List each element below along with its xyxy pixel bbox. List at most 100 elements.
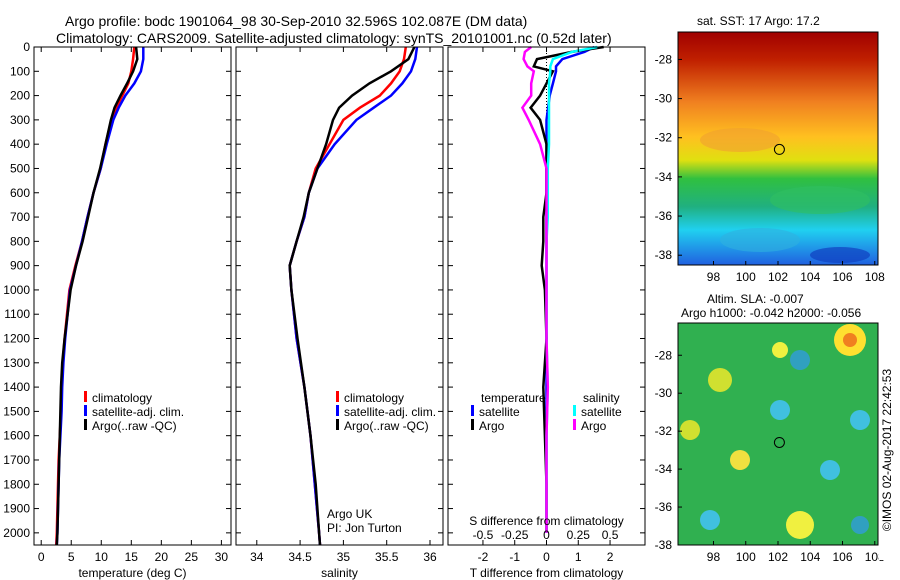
legend-swatch-t-argo: [471, 419, 474, 430]
sla-map: [678, 323, 878, 545]
y-tick-label: 1200: [3, 332, 30, 346]
y-tick-label: 100: [10, 64, 30, 78]
map-y-tick-label: -36: [655, 500, 673, 514]
legend-climatology: climatology: [92, 391, 153, 405]
sst-map-title: sat. SST: 17 Argo: 17.2: [697, 14, 820, 28]
x2-tick-label: -0.5: [473, 528, 494, 542]
profile-location-marker: [773, 143, 785, 155]
x-tick-label: 15: [125, 550, 139, 564]
map-x-tick-label: 102: [768, 270, 788, 284]
panel-temp: [33, 46, 232, 546]
map-y-tick-label: -34: [655, 462, 673, 476]
map-y-tick-label: -28: [655, 52, 673, 66]
diff-legend-salinity: salinity satellite Argo: [573, 391, 622, 433]
x2-axis-label: S difference from climatology: [469, 514, 624, 528]
credit-line-1: Argo UK: [327, 507, 373, 521]
map-x-tick-label: 106: [833, 550, 853, 564]
y-tick-label: 1600: [3, 429, 30, 443]
y-tick-label: 600: [10, 186, 30, 200]
series-temperature-satellite: [545, 45, 595, 533]
x-tick-label: 35: [337, 550, 351, 564]
x2-tick-label: 0.5: [602, 528, 619, 542]
map-x-tick-label: 98: [707, 550, 721, 564]
y-tick-label: 200: [10, 89, 30, 103]
map-x-tick-label: 102: [768, 550, 788, 564]
x-tick-label: -2: [478, 550, 489, 564]
x2-tick-label: 0: [543, 528, 550, 542]
series-satellite-adj-clim-: [288, 46, 419, 546]
map-x-tick-label: 100: [736, 550, 756, 564]
legend-temperature-heading: temperature: [481, 391, 546, 405]
y-tick-label: 700: [10, 210, 30, 224]
diff-legend-temperature: temperature satellite Argo: [471, 391, 546, 433]
legend-swatch-s-argo: [573, 419, 576, 430]
x-tick-label: 34: [250, 550, 264, 564]
legend-satellite: satellite-adj. clim.: [344, 405, 437, 419]
sla-map-title-1: Altim. SLA: -0.007: [707, 292, 804, 306]
legend-swatch-satellite: [336, 405, 339, 416]
y-tick-label: 400: [10, 137, 30, 151]
temp-legend: climatology satellite-adj. clim. Argo(..…: [84, 391, 184, 433]
x2-tick-label: 0.25: [567, 528, 591, 542]
map-y-tick-label: -30: [655, 92, 673, 106]
legend-swatch-argo: [336, 419, 339, 430]
x-tick-label: 5: [68, 550, 75, 564]
map-y-tick-label: -28: [655, 348, 673, 362]
map-y-tick-label: -38: [655, 538, 673, 552]
series-salinity-argo: [520, 46, 550, 533]
y-tick-label: 1300: [3, 356, 30, 370]
series-argo-raw-qc-: [288, 46, 416, 546]
series-climatology: [54, 46, 136, 546]
y-tick-label: 800: [10, 234, 30, 248]
y-tick-label: 900: [10, 259, 30, 273]
legend-swatch-satellite: [84, 405, 87, 416]
legend-argo: Argo(..raw -QC): [344, 419, 429, 433]
x-tick-label: 36: [423, 550, 437, 564]
legend-t-satellite: satellite: [479, 405, 520, 419]
y-tick-label: 0: [23, 40, 30, 54]
x-tick-label: 35.5: [375, 550, 399, 564]
legend-salinity-heading: salinity: [583, 391, 620, 405]
legend-swatch-climatology: [84, 391, 87, 402]
title-line-1: Argo profile: bodc 1901064_98 30-Sep-201…: [65, 13, 528, 29]
x-tick-label: 1: [575, 550, 582, 564]
series-argo-raw-qc-: [55, 46, 139, 546]
map-x-tick-label: 104: [800, 550, 820, 564]
map-x-tick-label: 106: [833, 270, 853, 284]
y-tick-label: 1400: [3, 380, 30, 394]
y-tick-label: 500: [10, 161, 30, 175]
y-tick-label: 1000: [3, 283, 30, 297]
x-axis-label: temperature (deg C): [78, 566, 186, 580]
legend-s-argo: Argo: [581, 419, 607, 433]
sla-map-title-2: Argo h1000: -0.042 h2000: -0.056: [681, 306, 862, 320]
legend-swatch-climatology: [336, 391, 339, 402]
profile-location-marker: [773, 436, 785, 448]
x-tick-label: 25: [185, 550, 199, 564]
series-climatology: [288, 46, 408, 546]
legend-argo: Argo(..raw -QC): [92, 419, 177, 433]
y-tick-label: 1100: [4, 307, 30, 321]
y-tick-label: 2000: [3, 526, 30, 540]
x-tick-label: 30: [215, 550, 229, 564]
x-tick-label: 0: [543, 550, 550, 564]
x-tick-label: 2: [607, 550, 614, 564]
x-axis-label: salinity: [321, 566, 358, 580]
map-x-tick-label: 98: [707, 270, 721, 284]
map-y-tick-label: -36: [655, 209, 673, 223]
series-temperature-argo: [529, 45, 604, 533]
map-y-tick-label: -38: [655, 248, 673, 262]
y-tick-label: 1700: [3, 453, 30, 467]
map-x-tick-label: 104: [800, 270, 820, 284]
y-tick-label: 1800: [3, 477, 30, 491]
legend-climatology: climatology: [344, 391, 405, 405]
y-tick-label: 300: [10, 113, 30, 127]
plot-frame: [33, 46, 232, 546]
series-salinity-satellite: [545, 45, 598, 533]
panel-diff: [447, 45, 646, 546]
y-tick-label: 1500: [3, 404, 30, 418]
sal-legend: climatology satellite-adj. clim. Argo(..…: [336, 391, 436, 433]
map-y-tick-label: -32: [655, 424, 673, 438]
legend-s-satellite: satellite: [581, 405, 622, 419]
